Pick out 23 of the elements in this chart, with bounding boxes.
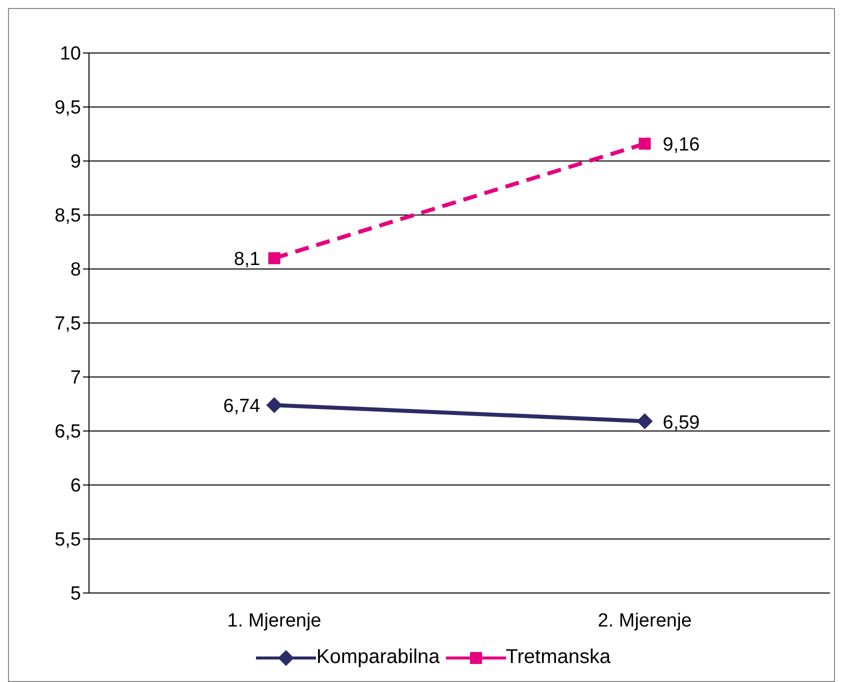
y-tick-label: 9,5 (54, 98, 81, 119)
point (638, 138, 651, 150)
y-tick-label: 6,5 (54, 422, 81, 443)
legend-label: Tretmanska (506, 646, 611, 669)
y-tick-label: 6 (70, 476, 81, 497)
y-tick-label: 7 (70, 368, 81, 389)
y-tick-label: 5,5 (54, 530, 81, 551)
x-tick-label: 1. Mjerenje (227, 610, 322, 632)
legend-label: Komparabilna (316, 646, 440, 669)
y-tick-label: 10 (60, 44, 81, 65)
point (268, 252, 280, 264)
data-label: 6,59 (662, 412, 700, 434)
point (636, 413, 653, 430)
y-tick-label: 7,5 (54, 314, 81, 335)
data-label: 9,16 (662, 134, 700, 156)
y-tick-label: 8,5 (54, 206, 81, 227)
data-label: 6,74 (223, 396, 261, 418)
y-tick-label: 9 (70, 152, 81, 173)
point (266, 397, 282, 414)
y-tick-label: 8 (70, 260, 81, 281)
y-tick-label: 5 (70, 584, 81, 605)
x-tick-label: 2. Mjerenje (598, 610, 692, 632)
data-label: 8,1 (234, 249, 260, 270)
